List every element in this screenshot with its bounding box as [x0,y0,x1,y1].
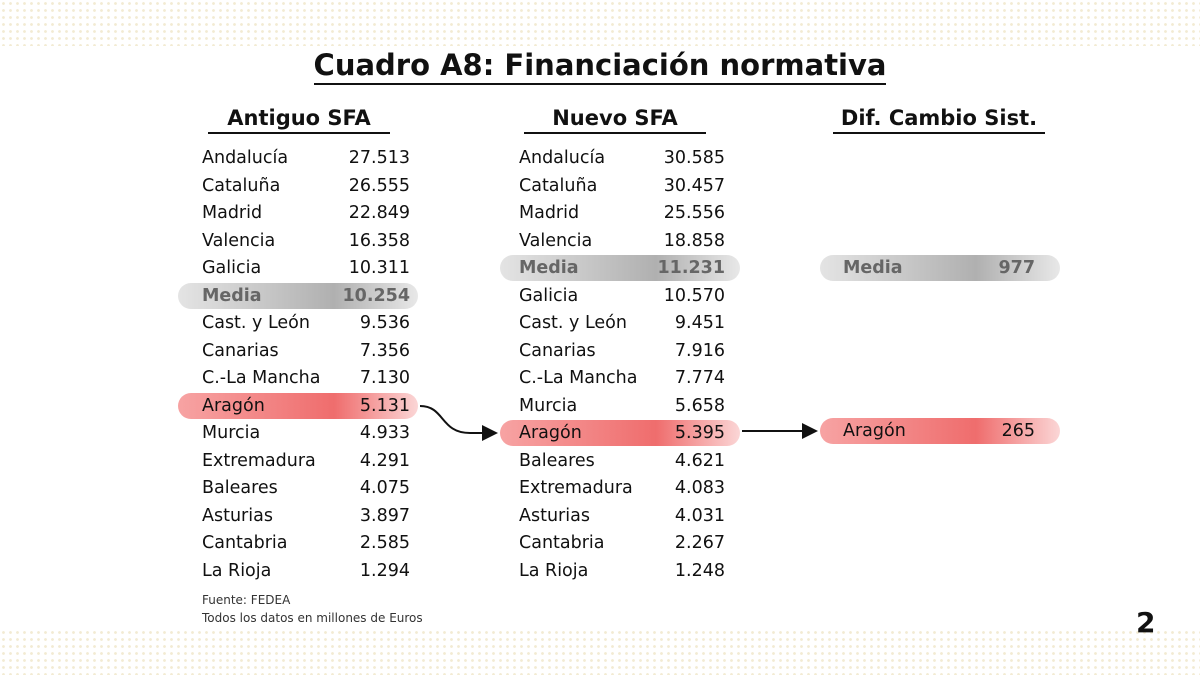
row-name: C.-La Mancha [202,368,321,389]
row-value: 7.130 [359,368,410,389]
row-value: 2.267 [674,533,725,554]
highlight [500,255,740,282]
row-name: Cast. y León [519,313,627,334]
note: Todos los datos en millones de Euros [202,611,423,625]
row-value: 11.231 [657,258,725,279]
row-name: Asturias [202,505,273,526]
row-value: 5.395 [674,423,725,444]
row-name: Media [519,258,579,279]
row-value: 4.291 [359,450,410,471]
row-value: 9.451 [674,313,725,334]
row-value: 4.933 [359,423,410,444]
row-name: La Rioja [202,560,272,581]
row-name: Extremadura [202,450,316,471]
row-value: 10.254 [342,285,410,306]
row-name: Baleares [519,450,595,471]
row-value: 977 [998,258,1035,278]
highlight [500,420,740,447]
row-name: Galicia [202,258,262,279]
row-name: Galicia [519,285,579,306]
row-name: C.-La Mancha [519,368,638,389]
row-name: Madrid [519,203,580,224]
row-name: Media [202,285,262,306]
row-value: 4.031 [674,505,725,526]
row-value: 2.585 [359,533,410,554]
page-number: 2 [1136,606,1156,639]
row-value: 1.248 [674,560,725,581]
row-name: Canarias [519,340,596,361]
source: Fuente: FEDEA [202,593,291,607]
row-value: 10.311 [348,258,410,279]
row-value: 3.897 [359,505,410,526]
row-name: Valencia [519,230,593,251]
row-name: Aragón [519,423,582,444]
row-name: Baleares [202,478,278,499]
row-value: 5.658 [674,395,725,416]
row-value: 9.536 [359,313,410,334]
row-value: 5.131 [359,395,410,416]
title-text: Cuadro A8: Financiación normativa [313,48,887,85]
row-value: 7.774 [674,368,725,389]
arrow [419,405,498,441]
row-name: Aragón [843,421,906,441]
row-name: Media [843,258,903,278]
row-value: 7.916 [674,340,725,361]
row-name: Extremadura [519,478,633,499]
column-header: Dif. Cambio Sist. [833,106,1045,134]
row-value: 10.570 [663,285,725,306]
row-value: 25.556 [663,203,725,224]
highlight [178,392,418,419]
row-value: 4.075 [359,478,410,499]
row-name: Cast. y León [202,313,310,334]
row-value: 26.555 [348,175,410,196]
row-value: 30.457 [663,175,725,196]
row-name: Murcia [202,423,261,444]
row-name: La Rioja [519,560,589,581]
row-name: Madrid [202,203,263,224]
row-name: Cataluña [202,175,281,196]
row-name: Cataluña [519,175,598,196]
row-value: 265 [1001,421,1035,441]
highlight [820,418,1060,444]
row-name: Aragón [202,395,265,416]
row-name: Murcia [519,395,578,416]
row-name: Asturias [519,505,590,526]
row-name: Cantabria [202,533,288,554]
row-value: 4.621 [674,450,725,471]
row-name: Canarias [202,340,279,361]
dot-band [0,629,1200,675]
highlight [178,282,418,309]
highlight [820,255,1060,281]
title: Cuadro A8: Financiación normativa [0,48,1200,85]
row-name: Andalucía [519,148,606,168]
row-value: 27.513 [348,148,410,168]
row-value: 30.585 [663,148,725,168]
row-name: Cantabria [519,533,605,554]
column-header: Nuevo SFA [524,106,706,134]
row-value: 1.294 [359,560,410,581]
row-value: 4.083 [674,478,725,499]
row-value: 22.849 [348,203,410,224]
dot-band [0,0,1200,46]
row-name: Andalucía [202,148,289,168]
row-value: 16.358 [348,230,410,251]
row-value: 18.858 [663,230,725,251]
column-header: Antiguo SFA [208,106,390,134]
row-value: 7.356 [359,340,410,361]
row-name: Valencia [202,230,276,251]
